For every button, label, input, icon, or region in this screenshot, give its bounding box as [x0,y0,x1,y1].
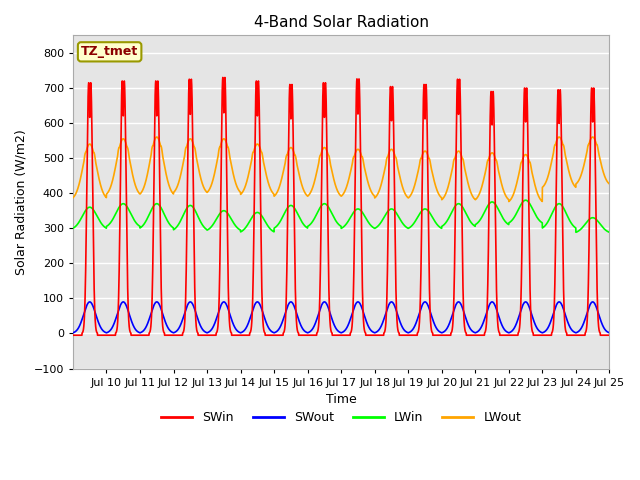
Legend: SWin, SWout, LWin, LWout: SWin, SWout, LWin, LWout [156,406,526,429]
X-axis label: Time: Time [326,393,356,406]
Text: TZ_tmet: TZ_tmet [81,45,138,59]
Y-axis label: Solar Radiation (W/m2): Solar Radiation (W/m2) [15,129,28,275]
Title: 4-Band Solar Radiation: 4-Band Solar Radiation [253,15,429,30]
